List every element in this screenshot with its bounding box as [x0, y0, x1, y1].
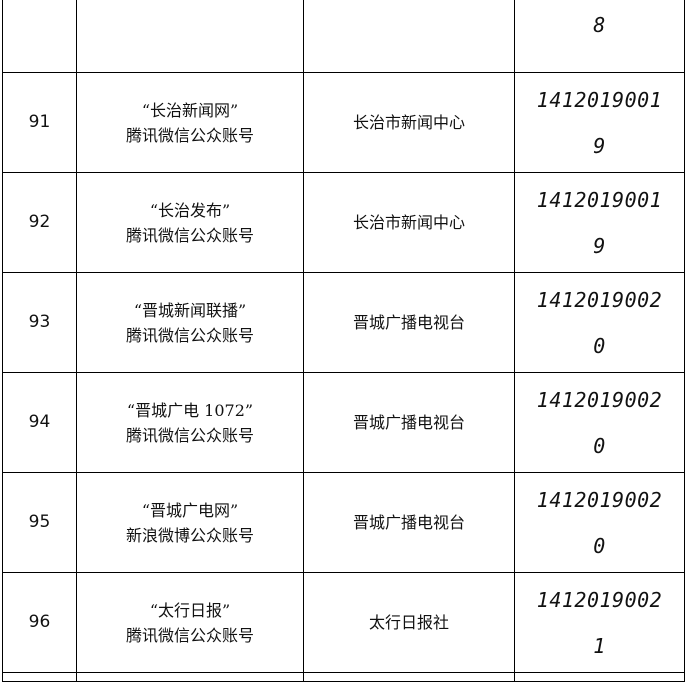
- cell-code: 1412019002 1: [514, 572, 685, 673]
- account-name: “太行日报”: [149, 600, 231, 620]
- table-row: 93 “晋城新闻联播” 腾讯微信公众账号 晋城广播电视台 1412019002 0: [2, 272, 685, 373]
- account-name: “长治发布”: [149, 200, 231, 220]
- cell-org: 晋城广播电视台: [303, 372, 515, 473]
- cell-no: 95: [2, 472, 77, 573]
- cell-code: 1412019002 0: [514, 472, 685, 573]
- table-row: [2, 672, 685, 682]
- cell-name: [76, 0, 304, 73]
- cell-code: 1412019002 0: [514, 272, 685, 373]
- table-row: 91 “长治新闻网” 腾讯微信公众账号 长治市新闻中心 1412019001 9: [2, 72, 685, 173]
- cell-code: 1412019001 9: [514, 72, 685, 173]
- account-name: “长治新闻网”: [141, 100, 239, 120]
- table-row: 94 “晋城广电 1072” 腾讯微信公众账号 晋城广播电视台 1412019002 0: [2, 372, 685, 473]
- cell-name: “晋城广电网” 新浪微博公众账号: [76, 472, 304, 573]
- cell-org: 长治市新闻中心: [303, 72, 515, 173]
- code-main: 1412019001: [536, 187, 663, 212]
- cell-name: “长治新闻网” 腾讯微信公众账号: [76, 72, 304, 173]
- code-main: 1412019001: [536, 87, 663, 112]
- code-main: 1412019002: [536, 387, 663, 412]
- cell-org: 晋城广播电视台: [303, 472, 515, 573]
- cell-no: 93: [2, 272, 77, 373]
- code-tail: 0: [593, 433, 606, 458]
- cell-org: [303, 0, 515, 73]
- account-name: “晋城新闻联播”: [133, 300, 247, 320]
- cell-no: 94: [2, 372, 77, 473]
- account-platform: 腾讯微信公众账号: [125, 125, 254, 145]
- cell-org: [303, 672, 515, 682]
- cell-no: 96: [2, 572, 77, 673]
- code-tail: 1: [593, 633, 606, 658]
- account-name: “晋城广电网”: [141, 500, 239, 520]
- cell-org: 晋城广播电视台: [303, 272, 515, 373]
- cell-name: “晋城新闻联播” 腾讯微信公众账号: [76, 272, 304, 373]
- table-row: 92 “长治发布” 腾讯微信公众账号 长治市新闻中心 1412019001 9: [2, 172, 685, 273]
- cell-name: “晋城广电 1072” 腾讯微信公众账号: [76, 372, 304, 473]
- cell-no: [2, 672, 77, 682]
- cell-code: 1412019002 0: [514, 372, 685, 473]
- account-platform: 腾讯微信公众账号: [125, 325, 254, 345]
- code-main: 1412019002: [536, 287, 663, 312]
- account-platform: 腾讯微信公众账号: [125, 225, 254, 245]
- table-row: 95 “晋城广电网” 新浪微博公众账号 晋城广播电视台 1412019002 0: [2, 472, 685, 573]
- code-tail: 9: [593, 233, 606, 258]
- account-platform: 腾讯微信公众账号: [125, 625, 254, 645]
- cell-code: [514, 672, 685, 682]
- code-tail: 0: [593, 533, 606, 558]
- cell-org: 长治市新闻中心: [303, 172, 515, 273]
- table-row: 96 “太行日报” 腾讯微信公众账号 太行日报社 1412019002 1: [2, 572, 685, 673]
- table-row: 8: [2, 0, 685, 73]
- cell-name: “太行日报” 腾讯微信公众账号: [76, 572, 304, 673]
- code-tail: 0: [593, 333, 606, 358]
- cell-name: [76, 672, 304, 682]
- code-main: 1412019002: [536, 587, 663, 612]
- code-tail: 9: [593, 133, 606, 158]
- cell-no: 91: [2, 72, 77, 173]
- cell-no: 92: [2, 172, 77, 273]
- code-main: 1412019002: [536, 487, 663, 512]
- account-platform: 腾讯微信公众账号: [125, 425, 254, 445]
- cell-code: 8: [514, 0, 685, 73]
- cell-code: 1412019001 9: [514, 172, 685, 273]
- code-tail: 8: [593, 13, 606, 37]
- cell-no: [2, 0, 77, 73]
- account-name: “晋城广电 1072”: [126, 400, 254, 420]
- cell-org: 太行日报社: [303, 572, 515, 673]
- account-platform: 新浪微博公众账号: [125, 525, 254, 545]
- cell-name: “长治发布” 腾讯微信公众账号: [76, 172, 304, 273]
